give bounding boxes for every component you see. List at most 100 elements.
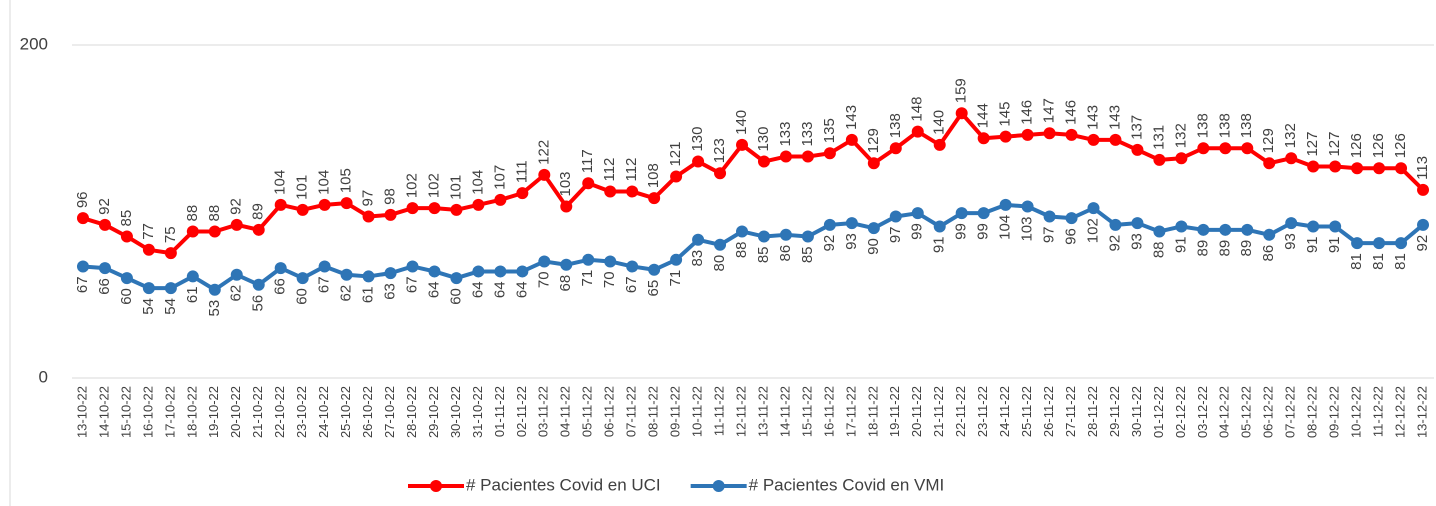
marker bbox=[1175, 220, 1188, 233]
marker bbox=[867, 222, 880, 235]
data-label: 86 bbox=[777, 245, 794, 262]
data-label: 138 bbox=[887, 113, 904, 138]
x-tick-label: 04-12-22 bbox=[1217, 386, 1232, 438]
marker bbox=[406, 260, 419, 273]
data-label: 88 bbox=[733, 241, 750, 258]
x-tick-label: 13-10-22 bbox=[74, 386, 89, 438]
marker bbox=[120, 230, 133, 243]
data-label: 143 bbox=[843, 105, 860, 130]
marker bbox=[626, 260, 639, 273]
data-label: 64 bbox=[491, 281, 508, 298]
data-label: 70 bbox=[535, 271, 552, 288]
marker bbox=[582, 253, 595, 266]
data-label: 104 bbox=[316, 170, 333, 195]
data-label: 127 bbox=[1304, 132, 1321, 157]
data-label: 62 bbox=[228, 285, 245, 302]
data-label: 85 bbox=[799, 246, 816, 263]
data-label: 53 bbox=[206, 300, 223, 317]
marker bbox=[670, 170, 683, 183]
marker bbox=[1351, 162, 1364, 175]
x-tick-label: 28-10-22 bbox=[404, 386, 419, 438]
data-label: 135 bbox=[821, 118, 838, 143]
x-tick-label: 07-11-22 bbox=[624, 386, 639, 437]
x-tick-label: 05-12-22 bbox=[1239, 386, 1254, 438]
x-tick-label: 30-11-22 bbox=[1129, 386, 1144, 437]
marker bbox=[1329, 220, 1342, 233]
x-tick-label: 14-11-22 bbox=[777, 386, 792, 437]
marker bbox=[230, 268, 243, 281]
x-tick-label: 26-11-22 bbox=[1041, 386, 1056, 437]
data-label: 103 bbox=[1019, 217, 1036, 242]
x-tick-label: 18-11-22 bbox=[865, 386, 880, 437]
data-label: 64 bbox=[513, 281, 530, 298]
legend-label: # Pacientes Covid en UCI bbox=[466, 475, 661, 494]
marker bbox=[736, 225, 749, 238]
data-label: 92 bbox=[1414, 235, 1431, 252]
marker bbox=[1043, 210, 1056, 223]
data-label: 99 bbox=[975, 223, 992, 240]
marker bbox=[692, 155, 705, 168]
x-tick-label: 24-11-22 bbox=[997, 386, 1012, 437]
data-label: 70 bbox=[601, 271, 618, 288]
data-label: 102 bbox=[403, 173, 420, 198]
data-label: 130 bbox=[689, 127, 706, 152]
marker bbox=[494, 193, 507, 206]
data-label: 71 bbox=[579, 270, 596, 287]
marker bbox=[1021, 128, 1034, 141]
x-tick-label: 16-10-22 bbox=[140, 386, 155, 438]
x-tick-label: 01-11-22 bbox=[492, 386, 507, 437]
marker bbox=[1329, 160, 1342, 173]
data-label: 85 bbox=[118, 210, 135, 227]
marker bbox=[911, 207, 924, 220]
marker bbox=[76, 212, 89, 225]
marker bbox=[757, 230, 770, 243]
data-label: 60 bbox=[447, 288, 464, 305]
data-label: 112 bbox=[601, 158, 618, 182]
data-label: 68 bbox=[557, 275, 574, 292]
marker bbox=[252, 223, 265, 236]
data-label: 97 bbox=[360, 190, 377, 207]
marker bbox=[560, 200, 573, 213]
x-tick-label: 09-11-22 bbox=[668, 386, 683, 437]
marker bbox=[296, 272, 309, 285]
x-tick-label: 07-12-22 bbox=[1283, 386, 1298, 438]
data-label: 66 bbox=[272, 278, 289, 295]
data-label: 96 bbox=[1063, 228, 1080, 245]
x-tick-label: 25-11-22 bbox=[1019, 386, 1034, 437]
data-label: 81 bbox=[1370, 253, 1387, 270]
data-label: 54 bbox=[140, 298, 157, 315]
data-label: 77 bbox=[140, 223, 157, 240]
marker bbox=[867, 157, 880, 170]
data-label: 64 bbox=[425, 281, 442, 298]
marker bbox=[692, 233, 705, 246]
marker bbox=[1219, 223, 1232, 236]
marker bbox=[1263, 157, 1276, 170]
data-label: 132 bbox=[1172, 123, 1189, 148]
data-label: 65 bbox=[645, 280, 662, 297]
marker bbox=[736, 138, 749, 151]
marker bbox=[757, 155, 770, 168]
data-label: 126 bbox=[1348, 133, 1365, 158]
x-tick-label: 12-11-22 bbox=[733, 386, 748, 437]
legend-marker bbox=[712, 480, 725, 492]
x-tick-label: 08-11-22 bbox=[646, 386, 661, 437]
marker bbox=[450, 203, 463, 216]
marker bbox=[142, 282, 155, 295]
marker bbox=[1285, 217, 1298, 230]
marker bbox=[516, 187, 529, 200]
data-label: 117 bbox=[579, 149, 596, 173]
marker bbox=[1395, 237, 1408, 250]
data-label: 90 bbox=[865, 238, 882, 255]
data-label: 138 bbox=[1216, 113, 1233, 138]
marker bbox=[801, 150, 814, 163]
data-label: 143 bbox=[1106, 105, 1123, 130]
marker bbox=[1351, 237, 1364, 250]
marker bbox=[1417, 183, 1430, 196]
marker bbox=[428, 202, 441, 215]
marker bbox=[911, 125, 924, 138]
marker bbox=[1043, 127, 1056, 140]
data-label: 89 bbox=[1194, 240, 1211, 257]
data-label: 138 bbox=[1238, 113, 1255, 138]
x-tick-label: 19-11-22 bbox=[887, 386, 902, 437]
